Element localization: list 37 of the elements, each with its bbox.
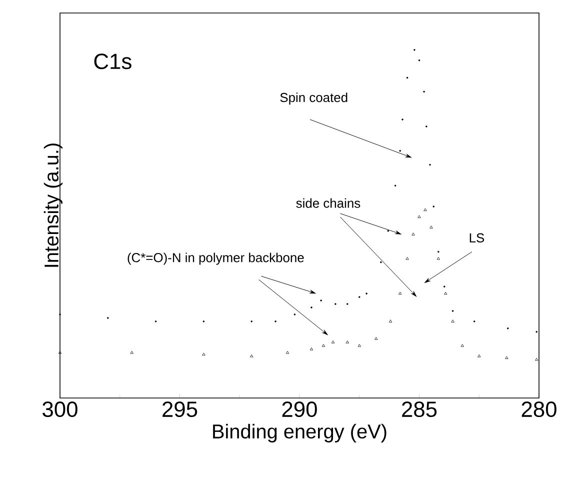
point [250,354,254,358]
point [310,347,314,350]
point [322,344,326,347]
x-tick-label: 295 [162,402,198,418]
point [478,354,481,358]
annotation: LS [470,233,484,242]
point [436,256,440,260]
point [130,350,134,354]
point [424,208,427,212]
point [331,340,335,344]
point [430,226,433,228]
point [202,352,206,356]
x-tick-label: 300 [42,402,78,418]
point [406,256,409,260]
point [388,320,392,322]
point [451,320,454,322]
point [374,337,378,340]
annotation: (C*=O)-N in polymer backbone [128,252,304,265]
point [444,292,448,295]
point [460,344,464,347]
x-tick-label: 290 [282,402,317,418]
point [346,340,349,344]
annotation: Spin coated [280,92,348,105]
y-axis-title: Intensity (a.u.) [44,144,62,267]
x-axis-title: Binding energy (eV) [213,424,386,442]
annotation: C1s [94,54,132,70]
annotation: side chains [296,198,360,208]
x-tick-label: 280 [522,402,556,418]
point [58,350,62,354]
point [505,356,508,359]
point [418,215,421,218]
point [358,344,361,347]
x-tick-label: 285 [402,402,437,418]
point [286,350,290,354]
point [412,232,415,236]
point [535,358,538,361]
point [398,292,402,295]
